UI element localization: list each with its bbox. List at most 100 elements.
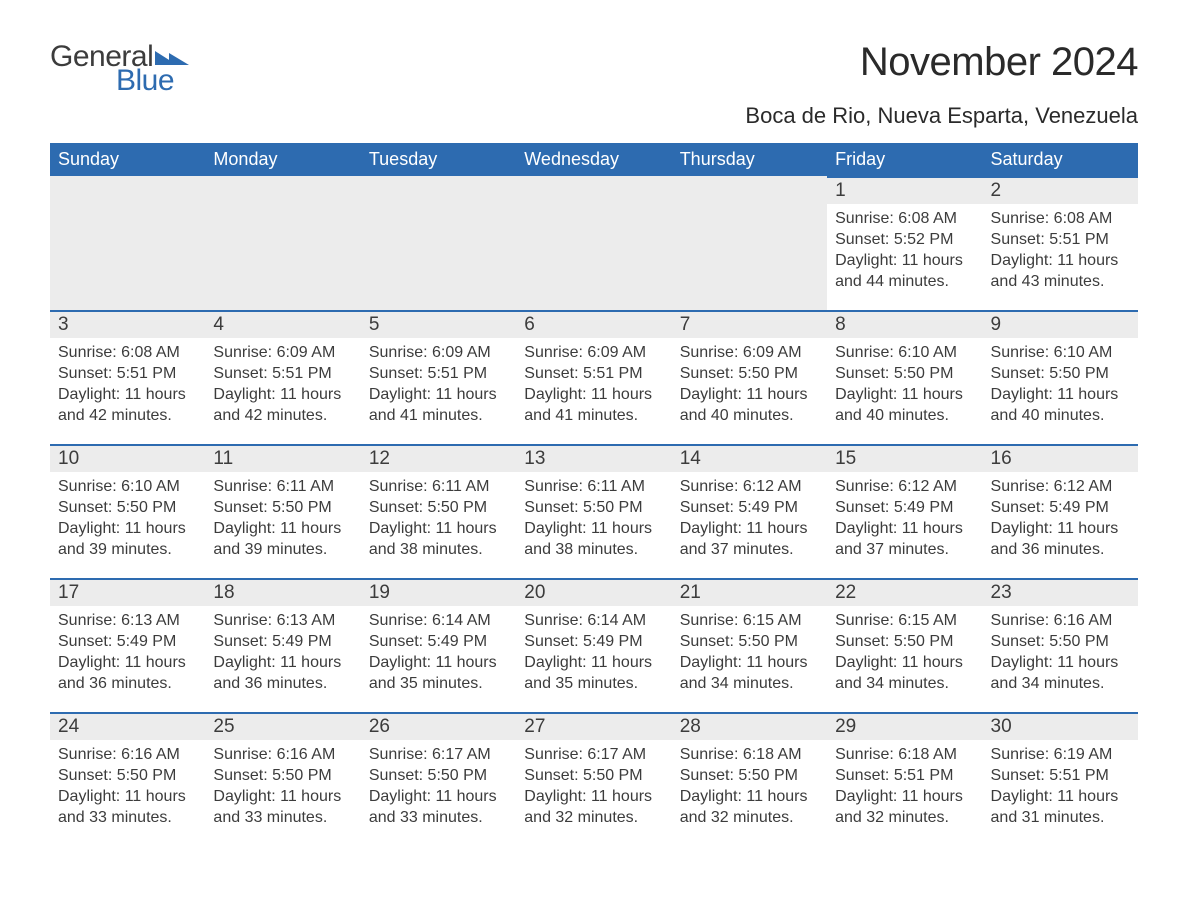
day-details: Sunrise: 6:12 AMSunset: 5:49 PMDaylight:… bbox=[827, 472, 982, 568]
weekday-header: Saturday bbox=[983, 143, 1138, 176]
weekday-header: Sunday bbox=[50, 143, 205, 176]
day-details: Sunrise: 6:10 AMSunset: 5:50 PMDaylight:… bbox=[827, 338, 982, 434]
day-number: 24 bbox=[50, 712, 205, 740]
calendar-cell: 15Sunrise: 6:12 AMSunset: 5:49 PMDayligh… bbox=[827, 444, 982, 578]
calendar-cell: 17Sunrise: 6:13 AMSunset: 5:49 PMDayligh… bbox=[50, 578, 205, 712]
day-number: 17 bbox=[50, 578, 205, 606]
day-number: 22 bbox=[827, 578, 982, 606]
day-details: Sunrise: 6:18 AMSunset: 5:51 PMDaylight:… bbox=[827, 740, 982, 836]
day-details: Sunrise: 6:16 AMSunset: 5:50 PMDaylight:… bbox=[50, 740, 205, 836]
calendar-cell: 12Sunrise: 6:11 AMSunset: 5:50 PMDayligh… bbox=[361, 444, 516, 578]
day-number: 11 bbox=[205, 444, 360, 472]
day-details: Sunrise: 6:12 AMSunset: 5:49 PMDaylight:… bbox=[672, 472, 827, 568]
calendar-cell: 8Sunrise: 6:10 AMSunset: 5:50 PMDaylight… bbox=[827, 310, 982, 444]
calendar-cell: 10Sunrise: 6:10 AMSunset: 5:50 PMDayligh… bbox=[50, 444, 205, 578]
calendar-cell bbox=[672, 176, 827, 310]
header: General Blue November 2024 Boca de Rio, … bbox=[50, 40, 1138, 129]
day-number: 13 bbox=[516, 444, 671, 472]
calendar-cell: 13Sunrise: 6:11 AMSunset: 5:50 PMDayligh… bbox=[516, 444, 671, 578]
day-number: 18 bbox=[205, 578, 360, 606]
day-number: 7 bbox=[672, 310, 827, 338]
day-number: 28 bbox=[672, 712, 827, 740]
calendar-cell: 4Sunrise: 6:09 AMSunset: 5:51 PMDaylight… bbox=[205, 310, 360, 444]
calendar-cell: 7Sunrise: 6:09 AMSunset: 5:50 PMDaylight… bbox=[672, 310, 827, 444]
calendar-cell bbox=[205, 176, 360, 310]
calendar-cell bbox=[50, 176, 205, 310]
calendar-cell: 11Sunrise: 6:11 AMSunset: 5:50 PMDayligh… bbox=[205, 444, 360, 578]
weekday-header: Tuesday bbox=[361, 143, 516, 176]
day-details: Sunrise: 6:14 AMSunset: 5:49 PMDaylight:… bbox=[361, 606, 516, 702]
day-number: 14 bbox=[672, 444, 827, 472]
day-details: Sunrise: 6:17 AMSunset: 5:50 PMDaylight:… bbox=[516, 740, 671, 836]
weekday-header-row: SundayMondayTuesdayWednesdayThursdayFrid… bbox=[50, 143, 1138, 176]
weekday-header: Monday bbox=[205, 143, 360, 176]
day-number: 16 bbox=[983, 444, 1138, 472]
calendar-cell: 16Sunrise: 6:12 AMSunset: 5:49 PMDayligh… bbox=[983, 444, 1138, 578]
calendar-cell: 23Sunrise: 6:16 AMSunset: 5:50 PMDayligh… bbox=[983, 578, 1138, 712]
calendar-cell: 22Sunrise: 6:15 AMSunset: 5:50 PMDayligh… bbox=[827, 578, 982, 712]
title-block: November 2024 Boca de Rio, Nueva Esparta… bbox=[745, 40, 1138, 129]
calendar-row: 24Sunrise: 6:16 AMSunset: 5:50 PMDayligh… bbox=[50, 712, 1138, 846]
day-details: Sunrise: 6:09 AMSunset: 5:51 PMDaylight:… bbox=[205, 338, 360, 434]
day-number: 20 bbox=[516, 578, 671, 606]
calendar-row: 1Sunrise: 6:08 AMSunset: 5:52 PMDaylight… bbox=[50, 176, 1138, 310]
month-title: November 2024 bbox=[745, 40, 1138, 85]
calendar-cell: 24Sunrise: 6:16 AMSunset: 5:50 PMDayligh… bbox=[50, 712, 205, 846]
day-number: 15 bbox=[827, 444, 982, 472]
day-details: Sunrise: 6:13 AMSunset: 5:49 PMDaylight:… bbox=[50, 606, 205, 702]
calendar-cell: 14Sunrise: 6:12 AMSunset: 5:49 PMDayligh… bbox=[672, 444, 827, 578]
weekday-header: Thursday bbox=[672, 143, 827, 176]
day-details: Sunrise: 6:14 AMSunset: 5:49 PMDaylight:… bbox=[516, 606, 671, 702]
calendar-cell: 5Sunrise: 6:09 AMSunset: 5:51 PMDaylight… bbox=[361, 310, 516, 444]
calendar-cell: 1Sunrise: 6:08 AMSunset: 5:52 PMDaylight… bbox=[827, 176, 982, 310]
empty-cell bbox=[361, 176, 516, 310]
calendar-cell: 26Sunrise: 6:17 AMSunset: 5:50 PMDayligh… bbox=[361, 712, 516, 846]
day-number: 21 bbox=[672, 578, 827, 606]
day-number: 23 bbox=[983, 578, 1138, 606]
day-details: Sunrise: 6:18 AMSunset: 5:50 PMDaylight:… bbox=[672, 740, 827, 836]
calendar-cell: 28Sunrise: 6:18 AMSunset: 5:50 PMDayligh… bbox=[672, 712, 827, 846]
empty-cell bbox=[672, 176, 827, 310]
logo: General Blue bbox=[50, 40, 189, 98]
day-number: 6 bbox=[516, 310, 671, 338]
day-details: Sunrise: 6:08 AMSunset: 5:51 PMDaylight:… bbox=[50, 338, 205, 434]
day-details: Sunrise: 6:08 AMSunset: 5:52 PMDaylight:… bbox=[827, 204, 982, 300]
day-number: 3 bbox=[50, 310, 205, 338]
calendar-cell: 20Sunrise: 6:14 AMSunset: 5:49 PMDayligh… bbox=[516, 578, 671, 712]
day-number: 12 bbox=[361, 444, 516, 472]
day-details: Sunrise: 6:08 AMSunset: 5:51 PMDaylight:… bbox=[983, 204, 1138, 300]
day-details: Sunrise: 6:13 AMSunset: 5:49 PMDaylight:… bbox=[205, 606, 360, 702]
day-details: Sunrise: 6:09 AMSunset: 5:51 PMDaylight:… bbox=[516, 338, 671, 434]
day-details: Sunrise: 6:11 AMSunset: 5:50 PMDaylight:… bbox=[361, 472, 516, 568]
day-number: 27 bbox=[516, 712, 671, 740]
calendar-cell: 27Sunrise: 6:17 AMSunset: 5:50 PMDayligh… bbox=[516, 712, 671, 846]
calendar-table: SundayMondayTuesdayWednesdayThursdayFrid… bbox=[50, 143, 1138, 846]
calendar-cell: 9Sunrise: 6:10 AMSunset: 5:50 PMDaylight… bbox=[983, 310, 1138, 444]
day-number: 30 bbox=[983, 712, 1138, 740]
day-details: Sunrise: 6:16 AMSunset: 5:50 PMDaylight:… bbox=[983, 606, 1138, 702]
day-details: Sunrise: 6:09 AMSunset: 5:51 PMDaylight:… bbox=[361, 338, 516, 434]
location: Boca de Rio, Nueva Esparta, Venezuela bbox=[745, 103, 1138, 129]
day-number: 2 bbox=[983, 176, 1138, 204]
day-details: Sunrise: 6:11 AMSunset: 5:50 PMDaylight:… bbox=[516, 472, 671, 568]
day-details: Sunrise: 6:19 AMSunset: 5:51 PMDaylight:… bbox=[983, 740, 1138, 836]
day-number: 1 bbox=[827, 176, 982, 204]
calendar-cell: 25Sunrise: 6:16 AMSunset: 5:50 PMDayligh… bbox=[205, 712, 360, 846]
calendar-cell: 6Sunrise: 6:09 AMSunset: 5:51 PMDaylight… bbox=[516, 310, 671, 444]
day-details: Sunrise: 6:15 AMSunset: 5:50 PMDaylight:… bbox=[827, 606, 982, 702]
calendar-cell: 19Sunrise: 6:14 AMSunset: 5:49 PMDayligh… bbox=[361, 578, 516, 712]
day-details: Sunrise: 6:10 AMSunset: 5:50 PMDaylight:… bbox=[50, 472, 205, 568]
empty-cell bbox=[50, 176, 205, 310]
day-details: Sunrise: 6:16 AMSunset: 5:50 PMDaylight:… bbox=[205, 740, 360, 836]
day-details: Sunrise: 6:17 AMSunset: 5:50 PMDaylight:… bbox=[361, 740, 516, 836]
weekday-header: Wednesday bbox=[516, 143, 671, 176]
calendar-cell: 18Sunrise: 6:13 AMSunset: 5:49 PMDayligh… bbox=[205, 578, 360, 712]
day-details: Sunrise: 6:10 AMSunset: 5:50 PMDaylight:… bbox=[983, 338, 1138, 434]
day-details: Sunrise: 6:15 AMSunset: 5:50 PMDaylight:… bbox=[672, 606, 827, 702]
calendar-cell bbox=[361, 176, 516, 310]
weekday-header: Friday bbox=[827, 143, 982, 176]
empty-cell bbox=[516, 176, 671, 310]
logo-text-blue: Blue bbox=[116, 64, 174, 98]
calendar-cell: 3Sunrise: 6:08 AMSunset: 5:51 PMDaylight… bbox=[50, 310, 205, 444]
calendar-row: 17Sunrise: 6:13 AMSunset: 5:49 PMDayligh… bbox=[50, 578, 1138, 712]
